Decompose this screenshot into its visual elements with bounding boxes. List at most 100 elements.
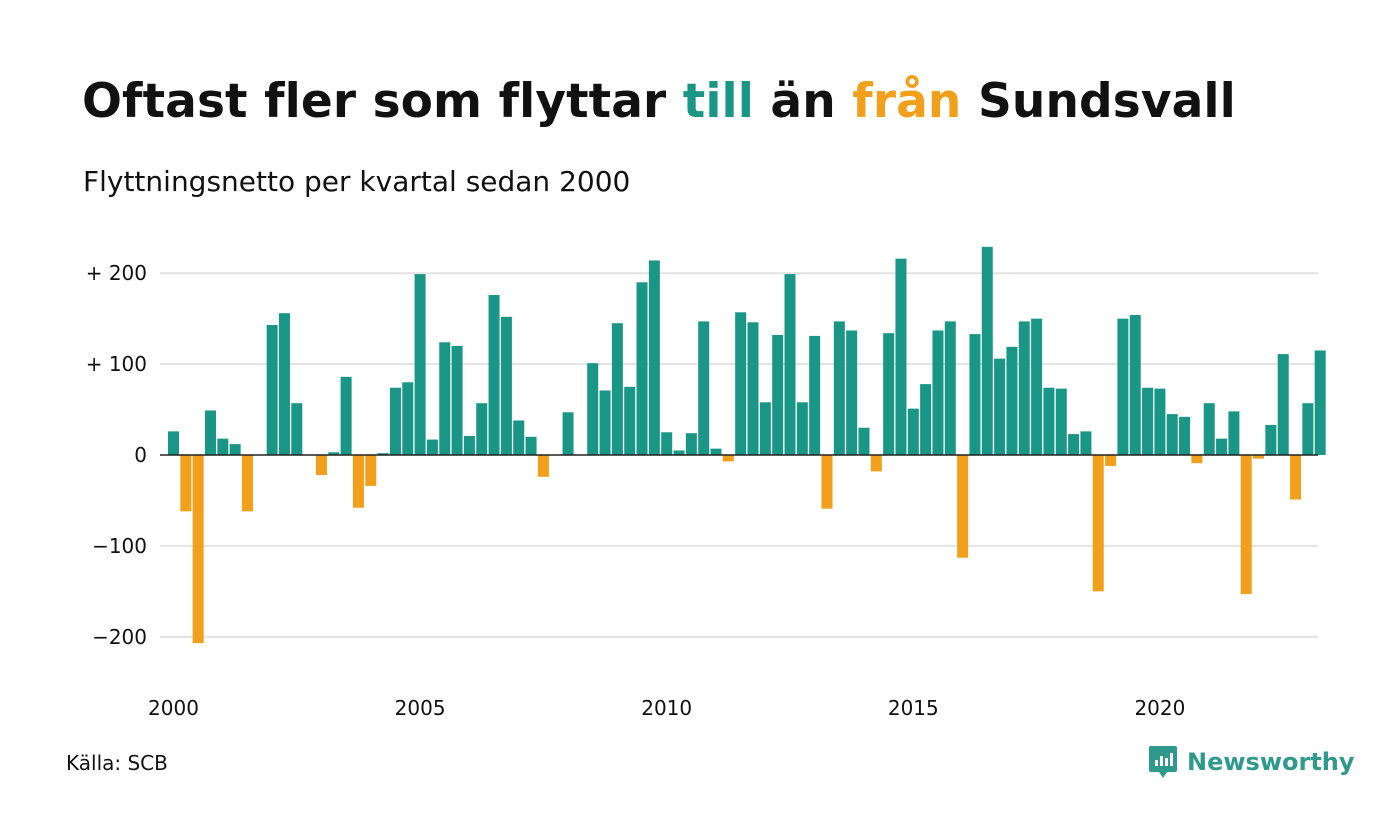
bar-positive [698,321,710,455]
bar-positive [648,260,660,455]
bar-positive [168,431,179,455]
bar-positive [229,444,241,455]
bar-positive [685,433,697,455]
bar-positive [217,438,229,455]
bar-positive [500,316,512,455]
bar-positive [1117,318,1129,455]
bar-positive [1068,434,1080,455]
chart-subtitle: Flyttningsnetto per kvartal sedan 2000 [83,165,631,198]
x-axis-ticks: 2000 2005 2010 2015 2020 [148,696,1185,720]
bar-negative [1240,455,1252,595]
y-tick-label: −100 [92,534,147,558]
bar-positive [389,387,401,455]
brand-name: Newsworthy [1187,748,1355,776]
bar-positive [809,335,821,455]
bar-positive [1203,403,1215,455]
bar-positive [1314,350,1326,455]
bars [168,246,1326,644]
bar-positive [451,345,463,455]
bar-positive [1018,321,1030,455]
bar-positive [1228,411,1240,455]
x-tick-label: 2005 [395,696,446,720]
x-tick-label: 2015 [888,696,939,720]
bar-negative [352,455,364,508]
title-part-1: Oftast fler som flyttar [82,74,683,129]
y-tick-label: 0 [134,443,147,467]
bar-positive [328,452,340,455]
x-tick-label: 2010 [641,696,692,720]
bar-positive [944,321,956,455]
bar-positive [907,408,919,455]
bar-positive [1129,315,1141,455]
bar-negative [1290,455,1302,500]
bar-negative [957,455,969,558]
bar-positive [833,321,845,455]
bar-positive [673,450,685,455]
bar-positive [414,274,426,455]
bar-negative [192,455,204,644]
bar-positive [1080,431,1092,455]
bar-positive [340,376,352,455]
bar-positive [278,313,290,455]
title-highlight-fran: från [852,74,962,129]
bar-positive [932,330,944,455]
bar-positive [981,246,993,455]
bar-positive [1216,438,1228,455]
bar-positive [994,358,1006,455]
bar-positive [969,334,981,455]
bar-positive [1031,318,1043,455]
x-tick-label: 2020 [1134,696,1185,720]
bar-positive [463,435,475,455]
bar-positive [1179,416,1191,455]
bar-positive [920,384,932,455]
bar-positive [525,436,537,455]
bar-negative [180,455,192,512]
bar-positive [611,323,623,455]
bar-positive [1043,387,1055,455]
bar-negative [1092,455,1104,592]
bar-positive [759,402,771,455]
y-tick-label: + 200 [86,261,147,285]
bar-positive [624,386,636,455]
bar-negative [1253,455,1265,459]
y-tick-label: −200 [92,625,147,649]
bar-positive [1154,388,1166,455]
bar-positive [488,295,500,455]
bar-positive [402,382,414,455]
bar-positive [426,439,438,455]
bar-positive [599,390,611,455]
source-note: Källa: SCB [66,751,168,775]
bar-positive [883,333,895,455]
bar-positive [204,410,216,455]
bar-positive [710,448,722,455]
bar-negative [537,455,549,477]
chart-title: Oftast fler som flyttar till än från Sun… [82,72,1236,132]
bar-positive [562,412,574,455]
bar-negative [365,455,377,486]
y-tick-label: + 100 [86,352,147,376]
bar-positive [476,403,488,455]
bar-negative [722,455,734,462]
bar-negative [821,455,833,509]
bar-positive [1277,354,1289,455]
title-part-3: Sundsvall [961,74,1236,129]
bar-positive [1302,403,1314,455]
bar-positive [858,427,870,455]
bar-positive [796,402,808,455]
bar-positive [1006,346,1018,455]
brand-logo[interactable]: Newsworthy [1148,744,1355,780]
bar-negative [1105,455,1117,466]
bar-positive [661,432,673,455]
title-part-2: än [753,74,853,129]
bar-positive [377,453,389,455]
bar-positive [1265,425,1277,455]
bar-positive [772,335,784,455]
bar-negative [241,455,253,512]
bar-chart: + 200 + 100 0 −100 −200 2000 2005 2010 2015 2020 [86,246,1326,720]
bar-positive [1166,414,1178,456]
bar-negative [1191,455,1203,464]
bar-positive [846,330,858,455]
bar-positive [636,282,648,455]
bar-positive [747,322,759,455]
